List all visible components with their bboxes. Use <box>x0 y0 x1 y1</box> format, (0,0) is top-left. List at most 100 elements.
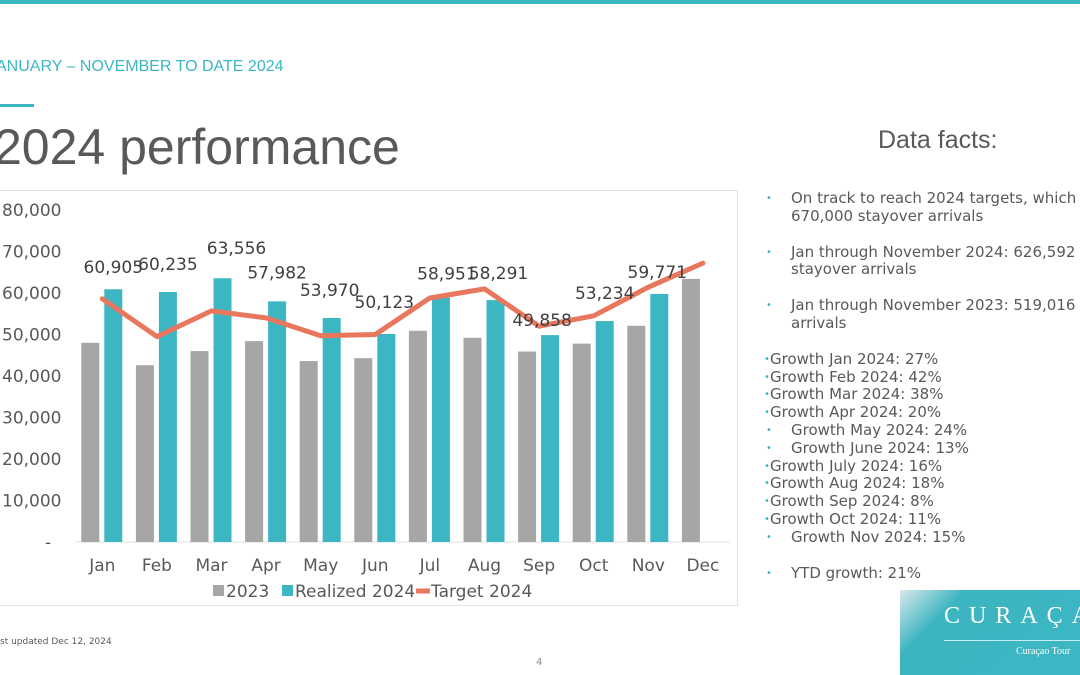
y-tick-label: 60,000 <box>2 284 61 304</box>
y-tick-label: - <box>45 533 51 553</box>
data-label: 53,234 <box>575 284 634 304</box>
chart-frame <box>0 190 738 606</box>
x-tick-label: Jun <box>361 556 389 576</box>
bar-2023 <box>354 358 373 542</box>
legend-label-2023: 2023 <box>226 582 269 602</box>
y-tick-label: 10,000 <box>2 492 61 512</box>
fact-text: Growth Sep 2024: 8% <box>770 492 934 511</box>
bullet-icon: • <box>764 353 770 365</box>
y-tick-label: 80,000 <box>2 201 61 221</box>
bar-realized-2024 <box>486 300 505 542</box>
fact-item: • Growth July 2024: 16% <box>764 456 1080 476</box>
fact-item: • Jan through November 2023: 519,016 arri… <box>766 296 1080 333</box>
fact-text: Jan through November 2023: 519,016 arriv… <box>791 296 1076 332</box>
bar-realized-2024 <box>595 321 614 542</box>
bar-2023 <box>681 278 700 542</box>
data-label: 60,235 <box>138 255 197 275</box>
fact-item: • Growth Nov 2024: 15% <box>766 527 1080 547</box>
bullet-icon: • <box>766 193 772 204</box>
bullet-icon: • <box>766 424 772 436</box>
bullet-icon: • <box>766 442 772 454</box>
page-number: 4 <box>536 657 543 668</box>
bar-2023 <box>627 325 646 542</box>
x-tick-label: Jan <box>88 556 115 576</box>
fact-text: Growth Apr 2024: 20% <box>770 403 942 422</box>
bar-2023 <box>572 343 591 542</box>
bar-2023 <box>135 365 154 542</box>
bar-2023 <box>463 337 482 542</box>
data-label: 57,982 <box>247 263 306 283</box>
fact-text: On track to reach 2024 targets, which 67… <box>791 189 1077 225</box>
bar-realized-2024 <box>431 297 450 542</box>
fact-text: Growth June 2024: 13% <box>791 438 969 457</box>
x-tick-label: Jul <box>419 556 441 576</box>
fact-text: Growth Mar 2024: 38% <box>770 385 944 404</box>
fact-text: Growth Aug 2024: 18% <box>770 474 945 493</box>
fact-text: Growth Feb 2024: 42% <box>770 367 942 386</box>
fact-text: YTD growth: 21% <box>791 563 921 582</box>
logo-tagline: Curaçao Tour <box>1016 646 1071 657</box>
legend-label-target: Target 2024 <box>430 582 532 602</box>
legend-swatch-2023 <box>213 585 224 596</box>
x-tick-label: Aug <box>468 556 501 576</box>
y-tick-label: 70,000 <box>2 243 61 263</box>
y-tick-label: 40,000 <box>2 367 61 387</box>
fact-text: Growth Nov 2024: 15% <box>791 527 966 546</box>
fact-item: • Growth Apr 2024: 20% <box>764 403 1080 422</box>
bullet-icon: • <box>764 496 770 508</box>
data-label: 50,123 <box>355 293 414 313</box>
bar-2023 <box>518 351 537 542</box>
fact-item: • Growth Feb 2024: 42% <box>764 367 1080 387</box>
x-tick-label: Apr <box>251 556 280 576</box>
x-tick-label: Feb <box>142 556 172 576</box>
data-label: 63,556 <box>207 239 266 259</box>
fact-item: • Growth June 2024: 13% <box>766 438 1080 458</box>
bar-2023 <box>408 330 427 542</box>
bullet-icon: • <box>764 389 770 401</box>
logo-divider <box>944 640 1080 641</box>
data-label: 59,771 <box>628 263 687 283</box>
facts-title: Data facts: <box>878 126 998 154</box>
y-tick-label: 20,000 <box>2 450 61 470</box>
logo-wordmark: CURAÇA <box>944 603 1080 629</box>
bullet-icon: • <box>766 300 772 312</box>
bullet-icon: • <box>766 246 772 258</box>
x-tick-label: Mar <box>195 556 227 576</box>
data-label: 49,858 <box>512 311 571 331</box>
last-updated: st updated Dec 12, 2024 <box>0 637 112 647</box>
data-label: 53,970 <box>300 281 359 301</box>
fact-text: Growth Oct 2024: 11% <box>770 509 942 528</box>
legend-swatch-realized <box>282 585 293 596</box>
data-label: 58,951 <box>417 264 476 284</box>
data-label: 58,291 <box>469 264 528 284</box>
fact-item: • Growth Sep 2024: 8% <box>764 492 1080 511</box>
bullet-icon: • <box>764 407 770 419</box>
performance-chart: - 10,000 20,000 30,000 40,000 50,000 60,000 70,… <box>2 201 730 602</box>
data-label: 60,905 <box>84 258 143 278</box>
fact-text: Growth Jan 2024: 27% <box>770 349 939 368</box>
x-tick-label: Sep <box>523 556 555 576</box>
y-tick-label: 50,000 <box>2 326 61 346</box>
bar-realized-2024 <box>268 301 287 542</box>
bullet-icon: • <box>764 460 770 472</box>
fact-item: • Growth Aug 2024: 18% <box>764 474 1080 493</box>
bar-realized-2024 <box>377 333 396 542</box>
bullet-icon: • <box>764 371 770 383</box>
target-2024-line <box>99 260 706 340</box>
bullet-icon: • <box>764 478 770 490</box>
bar-2023 <box>81 342 100 542</box>
slide-title: 2024 performance <box>0 119 400 175</box>
x-tick-label: May <box>303 556 338 576</box>
bar-realized-2024 <box>158 292 177 542</box>
bar-2023 <box>190 351 209 542</box>
fact-item: • Growth Oct 2024: 11% <box>764 509 1080 529</box>
fact-item: • Growth Mar 2024: 38% <box>764 385 1080 404</box>
fact-text: Growth May 2024: 24% <box>791 420 968 439</box>
slide-subtitle: ANUARY – NOVEMBER TO DATE 2024 <box>0 58 284 75</box>
facts-list: • On track to reach 2024 targets, which 6… <box>764 189 1080 582</box>
fact-item: • Growth May 2024: 24% <box>766 420 1080 440</box>
y-tick-label: 30,000 <box>2 409 61 429</box>
x-tick-label: Dec <box>686 556 719 576</box>
fact-text: Growth July 2024: 16% <box>770 456 943 475</box>
bullet-icon: • <box>766 567 772 579</box>
